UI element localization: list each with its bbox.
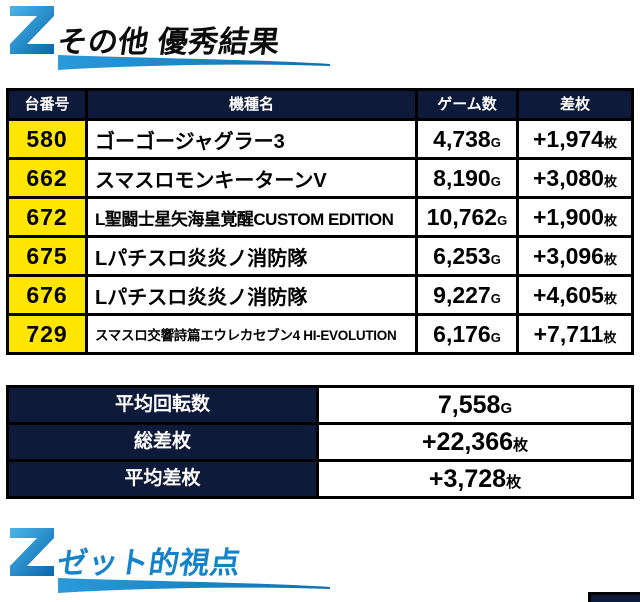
- machine-name: ゴーゴージャグラー3: [88, 121, 415, 157]
- machine-name: Lパチスロ炎炎ノ消防隊: [88, 238, 415, 274]
- summary-label-total-diff: 総差枚: [9, 425, 316, 459]
- game-count-value: 9,227: [433, 282, 491, 308]
- next-table-fragment: [588, 592, 640, 602]
- machine-number: 580: [9, 121, 85, 157]
- diff-count-unit: 枚: [603, 330, 617, 345]
- summary-value-avg-diff: +3,728枚: [319, 462, 631, 496]
- diff-count: +4,605枚: [519, 277, 631, 313]
- game-count: 9,227G: [418, 277, 516, 313]
- diff-count-value: +3,080: [532, 165, 604, 191]
- game-count-unit: G: [490, 330, 501, 345]
- game-count-unit: G: [490, 135, 501, 150]
- summary-value: +3,728: [428, 465, 507, 493]
- diff-count-unit: 枚: [603, 135, 617, 150]
- machine-number: 675: [9, 238, 85, 274]
- game-count-value: 6,253: [433, 243, 491, 269]
- diff-count-unit: 枚: [603, 291, 617, 306]
- game-count: 6,176G: [418, 316, 516, 352]
- summary-label-avg-diff: 平均差枚: [9, 462, 316, 496]
- swoosh-underline-icon: [58, 55, 330, 70]
- z-logo-icon: [10, 528, 54, 576]
- game-count-value: 4,738: [433, 126, 491, 152]
- diff-count: +7,711枚: [519, 316, 631, 352]
- diff-count-unit: 枚: [603, 252, 617, 267]
- machine-number: 676: [9, 277, 85, 313]
- machine-number: 729: [9, 316, 85, 352]
- summary-value-total-diff: +22,366枚: [319, 425, 631, 459]
- game-count: 4,738G: [418, 121, 516, 157]
- game-count-unit: G: [490, 174, 501, 189]
- game-count-value: 10,762: [426, 204, 498, 230]
- machine-number: 662: [9, 160, 85, 196]
- summary-value: +22,366: [421, 428, 514, 456]
- game-count: 10,762G: [418, 199, 516, 235]
- col-header-unit-no: 台番号: [9, 91, 85, 118]
- diff-count-unit: 枚: [603, 174, 617, 189]
- summary-table: 平均回転数 7,558G 総差枚 +22,366枚 平均差枚 +3,728枚: [6, 385, 634, 499]
- diff-count: +3,096枚: [519, 238, 631, 274]
- summary-label-avg-games: 平均回転数: [9, 388, 316, 422]
- summary-value: 7,558: [437, 391, 501, 419]
- summary-unit: 枚: [506, 474, 522, 491]
- diff-count-value: +3,096: [532, 243, 604, 269]
- summary-unit: G: [500, 400, 513, 417]
- game-count-unit: G: [490, 291, 501, 306]
- game-count-value: 8,190: [433, 165, 491, 191]
- diff-count-unit: 枚: [603, 213, 617, 228]
- diff-count-value: +1,900: [532, 204, 604, 230]
- game-count: 6,253G: [418, 238, 516, 274]
- results-table: 台番号 機種名 ゲーム数 差枚 580 ゴーゴージャグラー3 4,738G +1…: [6, 88, 634, 355]
- machine-name: スマスロ交響詩篇エウレカセブン4 HI-EVOLUTION: [88, 316, 415, 352]
- game-count: 8,190G: [418, 160, 516, 196]
- game-count-unit: G: [490, 252, 501, 267]
- machine-number: 672: [9, 199, 85, 235]
- col-header-machine: 機種名: [88, 91, 415, 118]
- diff-count-value: +4,605: [532, 282, 604, 308]
- diff-count-value: +7,711: [533, 321, 604, 347]
- diff-count: +1,974枚: [519, 121, 631, 157]
- section-title-bottom: ゼット的視点: [55, 547, 243, 580]
- col-header-diff: 差枚: [519, 91, 631, 118]
- summary-value-avg-games: 7,558G: [319, 388, 631, 422]
- diff-count: +3,080枚: [519, 160, 631, 196]
- game-count-value: 6,176: [433, 321, 491, 347]
- summary-unit: 枚: [513, 437, 529, 454]
- machine-name: L聖闘士星矢海皇覚醒CUSTOM EDITION: [88, 199, 415, 235]
- game-count-unit: G: [497, 213, 508, 228]
- diff-count: +1,900枚: [519, 199, 631, 235]
- machine-name: Lパチスロ炎炎ノ消防隊: [88, 277, 415, 313]
- z-logo-icon: [10, 6, 54, 54]
- diff-count-value: +1,974: [532, 126, 604, 152]
- col-header-games: ゲーム数: [418, 91, 516, 118]
- swoosh-underline-icon: [58, 578, 330, 593]
- machine-name: スマスロモンキーターンV: [88, 160, 415, 196]
